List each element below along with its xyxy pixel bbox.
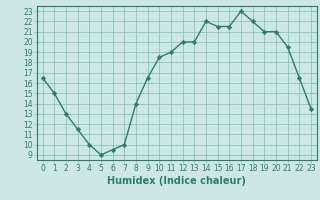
X-axis label: Humidex (Indice chaleur): Humidex (Indice chaleur) <box>108 176 246 186</box>
